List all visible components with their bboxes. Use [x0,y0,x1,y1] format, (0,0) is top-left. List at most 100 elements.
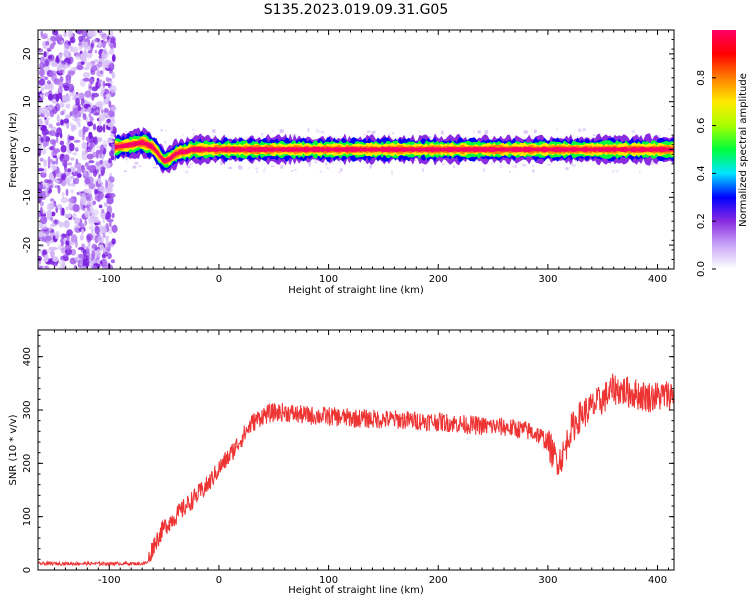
heatmap-faint-cell [316,128,319,133]
heatmap-noise-cell [49,129,56,137]
heatmap-noise-cell [94,81,101,89]
heatmap-faint-cell [270,165,275,167]
heatmap-noise-cell [60,145,67,153]
heatmap-noise-cell [65,188,69,197]
heatmap-faint-cell [164,140,167,144]
heatmap-faint-cell [287,161,291,164]
heatmap-faint-cell [187,165,191,169]
heatmap-faint-cell [523,130,528,134]
y-tick-label: 0 [22,567,33,573]
heatmap-noise-cell [105,180,108,189]
heatmap-noise-cell [71,170,79,177]
heatmap-noise-cell [57,185,61,194]
heatmap-noise-cell [39,124,47,132]
heatmap-noise-cell [45,187,48,197]
heatmap-noise-cell [111,54,116,62]
heatmap-noise-cell [51,144,56,151]
heatmap-noise-cell [58,221,65,229]
heatmap-faint-cell [319,170,322,173]
heatmap-noise-cell [47,182,54,187]
heatmap-noise-cell [39,265,43,269]
heatmap-noise-cell [87,106,92,113]
heatmap-faint-cell [592,134,596,136]
heatmap-faint-cell [523,165,527,167]
heatmap-noise-cell [40,87,45,91]
heatmap-faint-cell [565,167,569,171]
heatmap-noise-cell [86,61,91,68]
heatmap-noise-cell [59,259,66,266]
heatmap-faint-cell [546,164,551,166]
heatmap-noise-cell [78,45,83,51]
heatmap-noise-cell [109,85,117,94]
heatmap-noise-cell [83,50,87,57]
heatmap-noise-cell [40,92,46,100]
heatmap-faint-cell [125,157,128,160]
heatmap-noise-cell [51,126,57,131]
x-tick-label: 400 [648,575,667,586]
snr-frame [37,329,675,571]
heatmap-noise-cell [68,70,76,76]
heatmap-noise-cell [98,204,103,209]
heatmap-noise-cell [108,64,114,69]
heatmap-faint-cell [246,136,249,140]
heatmap-noise-cell [65,103,71,109]
heatmap-noise-cell [91,250,96,258]
heatmap-noise-cell [72,212,77,218]
heatmap-noise-cell [105,77,109,82]
heatmap-faint-cell [373,130,376,133]
heatmap-faint-cell [509,170,511,173]
heatmap-noise-cell [56,66,62,71]
heatmap-noise-cell [92,112,100,116]
heatmap-faint-cell [418,131,421,133]
heatmap-noise-cell [85,246,89,253]
heatmap-noise-cell [50,216,54,222]
heatmap-faint-cell [255,167,258,170]
x-tick-label: 100 [319,575,338,586]
heatmap-noise-cell [87,176,94,184]
heatmap-noise-cell [94,49,98,54]
heatmap-faint-cell [631,129,636,134]
heatmap-noise-cell [81,152,89,161]
heatmap-noise-cell [44,235,52,242]
heatmap-noise-cell [44,116,47,120]
heatmap-noise-cell [69,157,75,161]
heatmap-faint-cell [307,128,310,132]
heatmap-faint-cell [533,129,537,134]
heatmap-noise-cell [55,156,59,165]
heatmap-faint-cell [185,170,189,174]
heatmap-noise-cell [82,265,87,269]
heatmap-noise-cell [68,197,76,204]
heatmap-noise-cell [39,157,44,162]
heatmap-faint-cell [283,162,285,165]
heatmap-faint-cell [484,130,489,134]
heatmap-noise-cell [101,101,107,106]
heatmap-noise-cell [58,82,65,89]
heatmap-noise-cell [87,200,91,205]
heatmap-noise-cell [38,106,42,115]
heatmap-noise-cell [65,114,72,119]
heatmap-faint-cell [248,167,250,169]
heatmap-noise-cell [88,182,95,189]
heatmap-noise-cell [51,61,58,67]
x-tick-label: 0 [216,575,222,586]
heatmap-noise-cell [89,216,94,223]
heatmap-noise-cell [61,61,67,65]
heatmap-noise-cell [63,44,71,49]
heatmap-faint-cell [582,128,586,131]
heatmap-noise-cell [107,180,112,188]
heatmap-faint-cell [213,134,217,138]
heatmap-noise-cell [50,159,54,164]
heatmap-faint-cell [391,170,393,175]
heatmap-noise-cell [49,198,55,202]
heatmap-noise-cell [82,125,86,135]
heatmap-noise-cell [95,248,101,258]
heatmap-faint-cell [238,164,241,169]
heatmap-faint-cell [340,168,343,172]
heatmap-noise-cell [100,173,104,177]
heatmap-noise-cell [97,73,105,77]
heatmap-noise-cell [41,226,47,230]
heatmap-faint-cell [238,165,243,170]
heatmap-noise-cell [104,144,108,148]
heatmap-ridge-band [114,140,674,164]
heatmap-noise-cell [46,203,53,212]
